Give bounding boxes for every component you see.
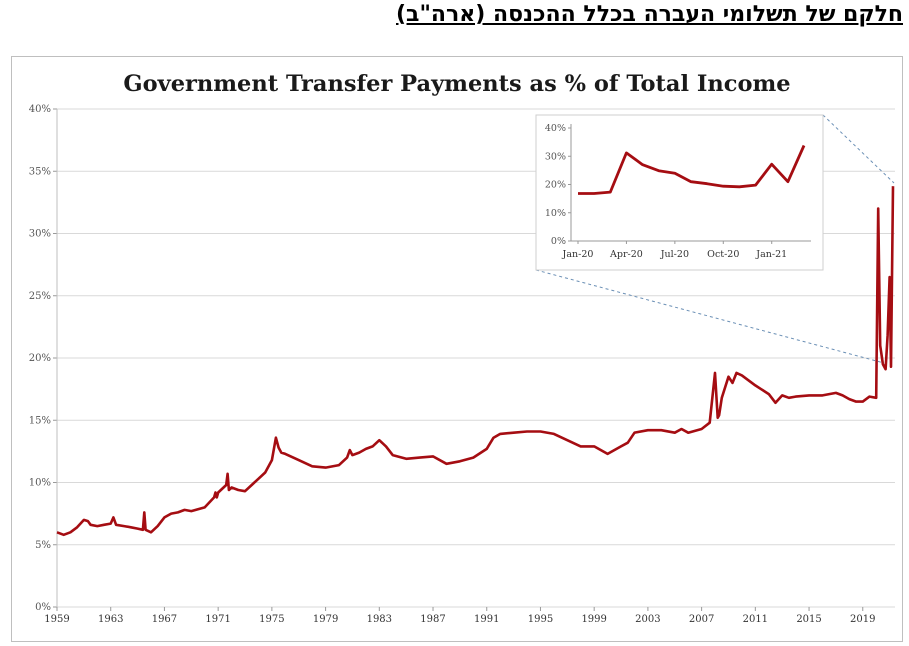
zoom-connector-line [822,114,895,184]
x-tick-label: 2011 [743,614,768,625]
x-tick-label: 1983 [367,614,392,625]
inset-y-tick-label: 20% [545,180,566,191]
x-tick-label: 2003 [635,614,660,625]
x-tick-label: 1995 [528,614,553,625]
inset-x-tick-label: Apr-20 [609,249,643,260]
y-tick-label: 25% [29,291,51,302]
main-series-line [56,186,895,537]
x-tick-label: 1975 [259,614,284,625]
inset-y-tick-label: 40% [545,123,566,134]
y-tick-label: 40% [29,104,51,115]
inset-x-tick-label: Jul-20 [660,249,689,260]
x-tick-label: 1971 [205,614,230,625]
inset-y-tick-label: 30% [545,151,566,162]
inset-y-tick-label: 10% [545,208,566,219]
inset-x-tick-label: Jan-20 [562,249,594,260]
x-tick-label: 2007 [689,614,714,625]
inset-x-tick-label: Jan-21 [755,249,787,260]
y-tick-label: 5% [35,540,51,551]
chart-frame: Government Transfer Payments as % of Tot… [11,56,903,642]
inset-y-tick-label: 0% [551,236,566,247]
y-tick-label: 35% [29,166,51,177]
x-tick-label: 1991 [474,614,499,625]
y-tick-label: 10% [29,478,51,489]
inset-series-line [578,144,806,195]
page-hebrew-title: חלקם של תשלומי העברה בכלל ההכנסה (ארה"ב) [396,2,903,27]
x-tick-label: 1999 [581,614,606,625]
x-tick-label: 1963 [98,614,123,625]
x-tick-label: 1979 [313,614,338,625]
x-tick-label: 1967 [152,614,177,625]
y-tick-label: 0% [35,602,51,613]
y-tick-label: 15% [29,415,51,426]
x-tick-label: 1959 [44,614,69,625]
zoom-connector-line [535,269,885,364]
inset-x-tick-label: Oct-20 [707,249,739,260]
x-tick-label: 2019 [850,614,875,625]
y-tick-label: 20% [29,353,51,364]
inset-chart: 0% 10% 20% 30% 40% Jan-20 Apr-20 Jul-20 Oct-20 J… [535,114,824,271]
y-tick-label: 30% [29,229,51,240]
transfer-payments-chart: Government Transfer Payments as % of Tot… [29,71,895,625]
chart-title: Government Transfer Payments as % of Tot… [123,71,790,97]
x-tick-label: 2015 [796,614,821,625]
x-tick-label: 1987 [420,614,445,625]
